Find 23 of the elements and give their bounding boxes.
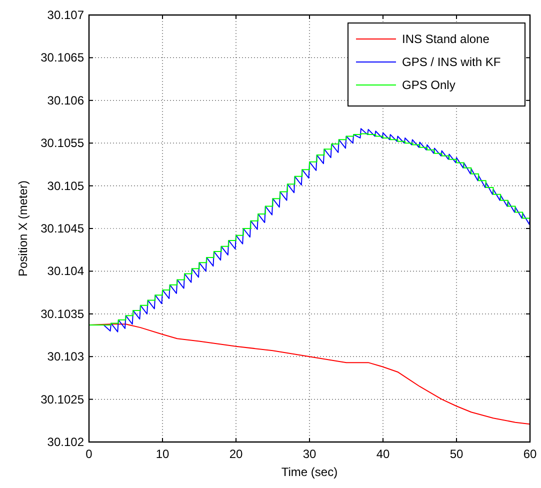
x-tick-label: 10 bbox=[156, 447, 170, 461]
y-tick-label: 30.1035 bbox=[40, 306, 84, 321]
y-axis-title: Position X (meter) bbox=[16, 180, 30, 277]
x-tick-label: 0 bbox=[86, 447, 93, 461]
y-tick-label: 30.102 bbox=[47, 435, 84, 449]
x-tick-label: 60 bbox=[523, 447, 537, 461]
x-tick-label: 30 bbox=[302, 447, 316, 461]
y-tick-label: 30.105 bbox=[47, 178, 84, 193]
y-tick-label: 30.1055 bbox=[40, 136, 84, 150]
y-tick-label: 30.1025 bbox=[40, 392, 84, 406]
legend-label: INS Stand alone bbox=[402, 32, 490, 46]
x-axis-title: Time (sec) bbox=[281, 465, 338, 479]
y-tick-label: 30.107 bbox=[47, 8, 84, 22]
y-tick-label: 30.106 bbox=[47, 93, 84, 108]
y-tick-label: 30.104 bbox=[47, 264, 84, 278]
x-tick-label: 40 bbox=[376, 447, 390, 461]
x-tick-label: 50 bbox=[450, 447, 464, 461]
x-tick-label: 20 bbox=[229, 447, 243, 461]
legend-label: GPS / INS with KF bbox=[402, 55, 501, 69]
y-tick-label: 30.1065 bbox=[40, 50, 84, 65]
y-tick-label: 30.1045 bbox=[40, 222, 84, 236]
y-tick-label: 30.103 bbox=[47, 350, 84, 364]
legend-label: GPS Only bbox=[402, 78, 456, 92]
